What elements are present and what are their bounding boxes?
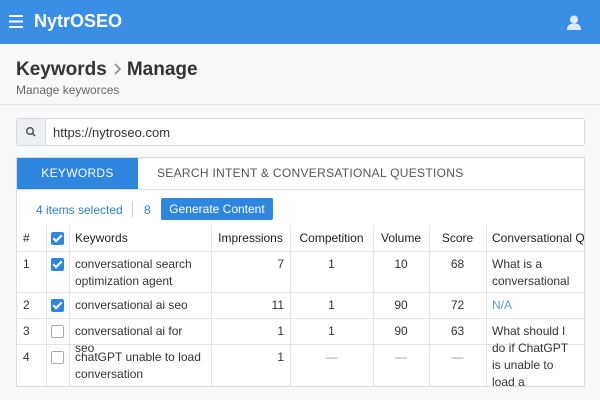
cell-impressions: 11 bbox=[271, 298, 284, 312]
row-divider bbox=[17, 292, 584, 293]
column-divider bbox=[69, 225, 70, 386]
url-input[interactable]: https://nytroseo.com bbox=[16, 118, 585, 146]
column-divider bbox=[486, 225, 487, 386]
row-divider bbox=[17, 251, 584, 252]
brand[interactable]: NytrOSEO bbox=[34, 11, 123, 31]
search-icon-box bbox=[17, 119, 46, 145]
column-header[interactable]: Competition bbox=[299, 231, 364, 245]
column-divider bbox=[46, 225, 47, 386]
row-divider bbox=[17, 344, 584, 345]
tab-divider bbox=[17, 189, 584, 190]
tab-keywords[interactable]: KEYWORDS bbox=[17, 158, 138, 189]
cell-question: N/A bbox=[492, 298, 513, 312]
row-checkbox[interactable] bbox=[51, 299, 64, 312]
top-bar: NytrOSEO bbox=[0, 0, 600, 44]
column-divider bbox=[211, 225, 212, 386]
column-divider bbox=[373, 225, 374, 386]
cell-index: 2 bbox=[23, 298, 30, 312]
subtitle: Manage keyworces bbox=[16, 83, 120, 97]
cell-score: 68 bbox=[450, 257, 465, 271]
cell-competition: 1 bbox=[328, 257, 335, 271]
cell-question: What is a conversational bbox=[492, 257, 570, 288]
column-divider bbox=[290, 225, 291, 386]
keywords-panel: KEYWORDS SEARCH INTENT & CONVERSATIONAL … bbox=[16, 157, 585, 387]
url-text: https://nytroseo.com bbox=[53, 125, 171, 140]
cell-question: What should I do if ChatGPT is unable to… bbox=[492, 324, 568, 387]
column-header[interactable]: Impressions bbox=[218, 231, 283, 245]
breadcrumb-page: Manage bbox=[126, 59, 198, 80]
cell-impressions: 1 bbox=[277, 350, 284, 364]
cell-volume: — bbox=[395, 350, 407, 364]
cell-keyword[interactable]: conversational ai for seo bbox=[75, 324, 183, 355]
cell-score: 63 bbox=[450, 324, 465, 338]
breadcrumb: Keywords Manage bbox=[16, 59, 198, 81]
cell-impressions: 7 bbox=[277, 257, 284, 271]
cell-competition: 1 bbox=[328, 324, 335, 338]
menu-icon[interactable] bbox=[9, 15, 23, 28]
row-checkbox[interactable] bbox=[51, 325, 64, 338]
column-header[interactable]: Keywords bbox=[75, 231, 128, 245]
cell-index: 4 bbox=[23, 350, 30, 364]
toolbar-separator bbox=[132, 201, 133, 217]
tab-search-intent[interactable]: SEARCH INTENT & CONVERSATIONAL QUESTIONS bbox=[157, 166, 464, 180]
cell-keyword[interactable]: chatGPT unable to load conversation bbox=[75, 350, 201, 381]
row-checkbox[interactable] bbox=[51, 351, 64, 364]
column-header[interactable]: Score bbox=[441, 231, 474, 245]
cell-keyword[interactable]: conversational ai seo bbox=[75, 298, 188, 312]
cell-competition: — bbox=[325, 350, 338, 364]
divider bbox=[0, 104, 600, 105]
column-header[interactable]: Conversational Q bbox=[492, 231, 585, 245]
row-checkbox[interactable] bbox=[51, 258, 64, 271]
breadcrumb-separator bbox=[114, 63, 121, 75]
selected-count: 4 items selected bbox=[36, 203, 123, 217]
cell-score: 72 bbox=[450, 298, 465, 312]
cell-keyword[interactable]: conversational search optimization agent bbox=[75, 257, 192, 288]
user-icon[interactable] bbox=[567, 15, 581, 30]
cell-impressions: 1 bbox=[277, 324, 284, 338]
breadcrumb-section[interactable]: Keywords bbox=[16, 59, 107, 80]
column-divider bbox=[429, 225, 430, 386]
cell-volume: 10 bbox=[394, 257, 408, 271]
select-all-checkbox[interactable] bbox=[51, 232, 64, 245]
cell-index: 3 bbox=[23, 324, 30, 338]
column-header[interactable]: # bbox=[23, 231, 30, 245]
cell-competition: 1 bbox=[328, 298, 335, 312]
keywords-table: # Keywords Impressions Competition Volume Sco… bbox=[17, 225, 584, 386]
cell-volume: 90 bbox=[394, 298, 408, 312]
cell-index: 1 bbox=[23, 257, 30, 271]
column-header[interactable]: Volume bbox=[380, 231, 422, 245]
item-count: 8 bbox=[144, 203, 151, 217]
row-divider bbox=[17, 318, 584, 319]
cell-score: — bbox=[451, 350, 464, 364]
search-icon bbox=[25, 126, 36, 137]
generate-content-button[interactable]: Generate Content bbox=[161, 198, 273, 220]
cell-volume: 90 bbox=[394, 324, 408, 338]
